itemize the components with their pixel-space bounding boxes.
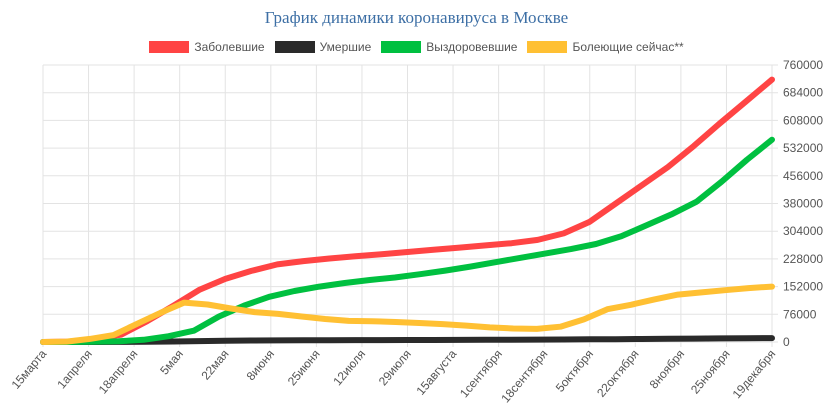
series-line-2: [40, 136, 775, 345]
y-tick-label: 684000: [783, 86, 823, 100]
x-tick-label: 15августа: [413, 347, 459, 398]
x-tick-label: 12июля: [330, 347, 368, 388]
x-tick-label: 8ноября: [647, 347, 688, 392]
legend-item-recovered[interactable]: Выздоровевшие: [381, 40, 517, 54]
legend-item-active[interactable]: Болеющие сейчас**: [527, 40, 684, 54]
legend-label-active: Болеющие сейчас**: [572, 40, 684, 54]
legend-swatch-cases: [149, 41, 190, 53]
y-tick-label: 608000: [783, 113, 823, 127]
x-tick-label: 18сентября: [498, 347, 550, 405]
series-line-3: [40, 283, 775, 345]
legend-swatch-recovered: [381, 41, 422, 53]
y-tick-label: 760000: [783, 58, 823, 72]
legend-label-recovered: Выздоровевшие: [426, 40, 518, 54]
x-tick-label: 22мая: [198, 347, 231, 383]
y-tick-label: 0: [783, 335, 790, 349]
series-line-1: [40, 335, 775, 345]
legend-item-deaths[interactable]: Умершие: [274, 40, 372, 54]
x-tick-label: 25июня: [285, 347, 323, 388]
y-tick-label: 532000: [783, 141, 823, 155]
x-tick-label: 22октября: [594, 347, 642, 400]
legend-label-deaths: Умершие: [319, 40, 372, 54]
x-tick-label: 1апреля: [54, 347, 94, 391]
y-tick-label: 228000: [783, 252, 823, 266]
legend-swatch-deaths: [274, 41, 315, 53]
y-tick-label: 152000: [783, 280, 823, 294]
x-tick-label: 25ноября: [688, 347, 733, 397]
y-tick-label: 380000: [783, 197, 823, 211]
legend-swatch-active: [527, 41, 568, 53]
chart-legend: Заболевшие Умершие Выздоровевшие Болеющи…: [0, 40, 833, 54]
y-tick-label: 456000: [783, 169, 823, 183]
chart-title: График динамики коронавируса в Москве: [264, 8, 569, 27]
x-tick-label: 29июля: [376, 347, 414, 388]
x-tick-label: 5мая: [157, 347, 186, 378]
y-tick-label: 76000: [783, 307, 817, 321]
x-tick-label: 1сентября: [457, 347, 505, 400]
x-tick-label: 15марта: [9, 347, 50, 392]
x-tick-label: 5октября: [553, 347, 596, 395]
legend-label-cases: Заболевшие: [194, 40, 265, 54]
legend-item-cases[interactable]: Заболевшие: [149, 40, 265, 54]
y-tick-label: 304000: [783, 224, 823, 238]
x-tick-label: 19декабря: [730, 347, 779, 401]
x-tick-label: 8июня: [244, 347, 278, 383]
x-tick-label: 18апреля: [96, 347, 141, 397]
